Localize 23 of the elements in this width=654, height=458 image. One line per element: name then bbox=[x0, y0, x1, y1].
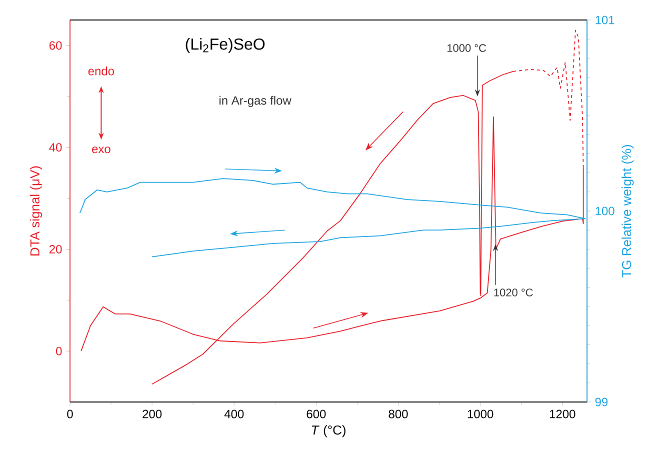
text: (Li$_{2}$Fe)SeO bbox=[186, 38, 265, 53]
y2-tick-label: 100 bbox=[596, 206, 614, 216]
x-tick-label: 400 bbox=[224, 410, 244, 418]
y-tick-label: 40 bbox=[49, 143, 62, 152]
x-tick-label: 1200 bbox=[550, 410, 576, 418]
annotation: 1020 °C bbox=[494, 288, 533, 296]
y-tick-label: 60 bbox=[49, 41, 62, 50]
annotation: exo bbox=[92, 146, 110, 154]
y-axis-title: DTA signal (μV) bbox=[30, 166, 42, 256]
annotation: 1000 °C bbox=[447, 44, 486, 52]
x-axis-title: T (°C) bbox=[312, 425, 346, 438]
y2-tick-label: 101 bbox=[596, 16, 614, 24]
y2-tick-label: 99 bbox=[595, 398, 608, 406]
x-tick-label: 800 bbox=[388, 410, 408, 418]
y2-axis-title: TG Relative weight (%) bbox=[622, 145, 634, 278]
x-tick-label: 1000 bbox=[468, 410, 494, 418]
y-tick-label: 0 bbox=[56, 346, 62, 356]
x-tick-label: 600 bbox=[306, 410, 326, 418]
annotation: in Ar-gas flow bbox=[220, 96, 292, 108]
y-tick-label: 20 bbox=[49, 244, 62, 254]
x-tick-label: 0 bbox=[67, 410, 73, 418]
annotation: endo bbox=[88, 66, 114, 76]
x-tick-label: 200 bbox=[142, 410, 162, 418]
